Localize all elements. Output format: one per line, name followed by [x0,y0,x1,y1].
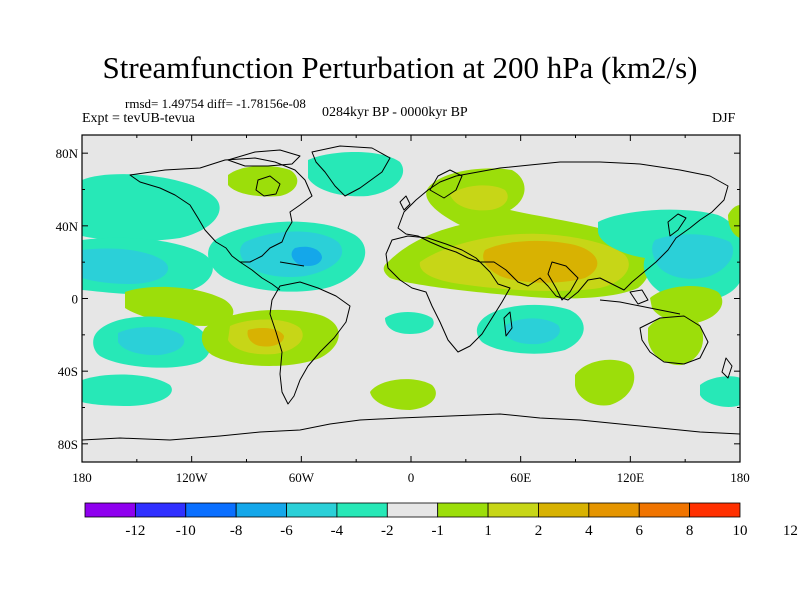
experiment-label: Expt = tevUB-tevua [82,111,195,126]
lon-tick-label: 180 [72,470,92,485]
colorbar-swatch [336,502,388,518]
coastline-arctic-islands [227,149,301,167]
lat-tick-label: 40N [56,219,79,234]
lon-tick-label: 60E [510,470,531,485]
lon-tick-label: 180 [730,470,750,485]
contour-region [728,205,740,238]
contour-region [125,286,234,326]
coastline-new-zealand [721,357,733,379]
colorbar-label: -12 [125,523,145,539]
coastline-british-isles [399,195,411,211]
colorbar-label: 1 [484,523,492,539]
contour-region [575,359,635,406]
colorbar-swatch [185,502,237,518]
colorbar-swatch [84,502,136,518]
colorbar-label: 12 [783,523,798,539]
coastline-eurasia [397,161,729,301]
colorbar-label: -4 [331,523,344,539]
lon-tick-label: 120W [176,470,209,485]
colorbar-label: 2 [535,523,543,539]
contour-region [82,374,172,406]
contour-region [648,314,704,366]
colorbar-label: -8 [230,523,243,539]
contour-region [118,327,185,356]
coastline-south-america [269,281,351,405]
contour-region [652,234,734,279]
coastline-japan [667,213,687,237]
contour-region [650,286,723,324]
coastline-borneo [629,289,649,305]
contour-region [247,328,284,347]
contour-region [291,246,322,266]
coastline-indonesia [599,299,681,315]
lon-tick-label: 60W [289,470,315,485]
coastline-africa [385,235,511,353]
colorbar-swatch [689,502,741,518]
contour-region [370,379,436,410]
plot-title: Streamfunction Perturbation at 200 hPa (… [102,50,698,85]
contour-region [700,376,740,407]
colorbar-swatch [286,502,338,518]
contour-region [450,185,508,211]
lat-tick-label: 0 [72,292,79,307]
colorbar-swatch [538,502,590,518]
lon-tick-label: 120E [617,470,645,485]
coastline-madagascar [503,311,513,337]
rmsd-diff-stats: rmsd= 1.49754 diff= -1.78156e-08 [125,96,306,111]
colorbar-swatch [588,502,640,518]
contour-region [228,165,298,197]
coastline-greenland [311,145,391,197]
longitude-axis: 180 120W 60W 0 60E 120E 180 [72,135,750,485]
season-label: DJF [712,111,736,126]
coastline-antarctica [82,413,740,441]
colorbar-swatch [134,502,187,518]
contour-fill-layer [82,152,740,410]
colorbar-label: -2 [381,523,394,539]
colorbar-label: -1 [431,523,444,539]
colorbar-swatch [638,502,691,518]
coastline-layer [82,145,740,441]
colorbar-swatch [437,502,489,518]
contour-region [308,152,404,197]
colorbar-label: 4 [585,523,593,539]
colorbar-label: -6 [280,523,293,539]
colorbar-swatch [386,502,439,518]
contour-region [82,248,169,284]
contour-region [483,240,598,283]
lat-tick-label: 80N [56,146,79,161]
colorbar-label: 10 [733,523,748,539]
coastline-australia [639,315,709,365]
lat-tick-label: 80S [58,437,78,452]
coastline-hudson-bay [255,175,281,197]
colorbar: -12 -10 -8 -6 -4 -2 -1 1 2 4 6 8 10 12 [84,502,798,539]
coastline-caribbean [279,261,305,267]
lat-tick-label: 40S [58,364,78,379]
colorbar-label: 6 [635,523,643,539]
coastline-scandinavia [429,169,463,199]
period-label: 0284kyr BP - 0000kyr BP [322,105,468,120]
colorbar-swatch [487,502,539,518]
colorbar-label: -10 [176,523,196,539]
contour-region [505,318,560,345]
contour-region [82,174,220,242]
colorbar-swatch [235,502,287,518]
contour-region [240,231,343,278]
contour-region [385,312,434,334]
lon-tick-label: 0 [408,470,415,485]
coastline-central-america [239,261,281,291]
coastline-india [547,261,579,301]
coastline-north-america [129,157,313,263]
colorbar-label: 8 [686,523,694,539]
latitude-axis: 80N 40N 0 40S 80S [56,146,740,452]
